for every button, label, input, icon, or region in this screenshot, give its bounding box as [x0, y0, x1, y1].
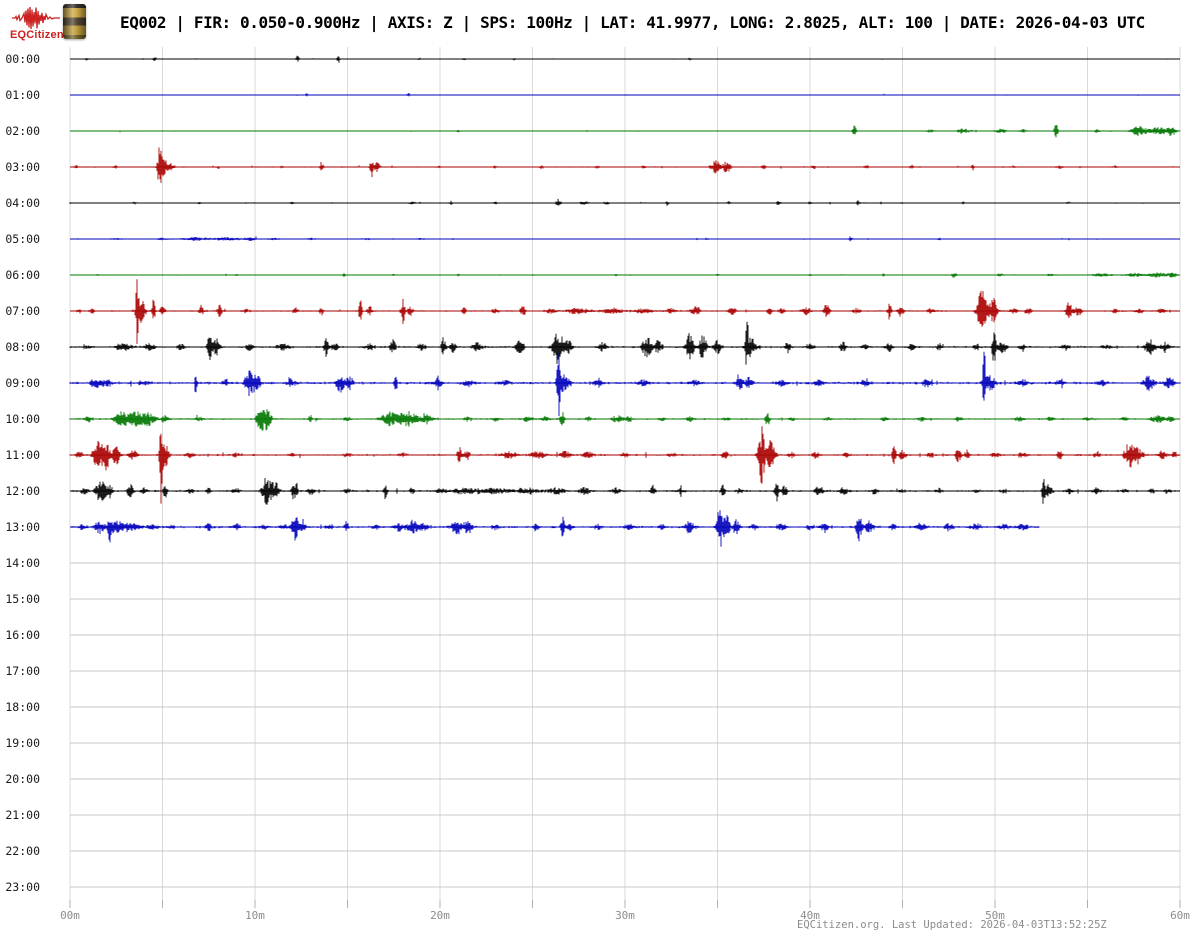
trace-00:00	[85, 55, 1168, 63]
hour-label: 19:00	[5, 736, 40, 750]
hour-label: 02:00	[5, 124, 40, 138]
trace-08:00	[69, 321, 1181, 365]
hour-label: 01:00	[5, 88, 40, 102]
hour-label: 12:00	[5, 484, 40, 498]
trace-06:00	[70, 272, 1179, 278]
hour-label: 22:00	[5, 844, 40, 858]
x-tick-label: 20m	[430, 909, 450, 922]
header-bar: EQCitizen EQ002 | FIR: 0.050-0.900Hz | A…	[0, 0, 1200, 46]
hour-label: 23:00	[5, 880, 40, 894]
hour-label: 14:00	[5, 556, 40, 570]
hour-label: 18:00	[5, 700, 40, 714]
hour-label: 05:00	[5, 232, 40, 246]
x-tick-label: 60m	[1170, 909, 1190, 922]
hour-label: 13:00	[5, 520, 40, 534]
hour-label: 20:00	[5, 772, 40, 786]
hour-label: 04:00	[5, 196, 40, 210]
x-tick-label: 10m	[245, 909, 265, 922]
sensor-photo	[63, 4, 86, 39]
seismic-waveform-logo-icon	[12, 6, 60, 30]
footer-updated-text: EQCitizen.org. Last Updated: 2026-04-03T…	[797, 919, 1107, 931]
trace-01:00	[296, 93, 1139, 97]
trace-05:00	[77, 236, 1166, 242]
station-title: EQ002 | FIR: 0.050-0.900Hz | AXIS: Z | S…	[120, 13, 1145, 32]
hour-label: 09:00	[5, 376, 40, 390]
hour-label: 03:00	[5, 160, 40, 174]
x-tick-label: 30m	[615, 909, 635, 922]
x-tick-label: 40m	[800, 909, 820, 922]
x-tick-label: 00m	[60, 909, 80, 922]
trace-03:00	[73, 147, 1174, 183]
hour-label: 07:00	[5, 304, 40, 318]
trace-09:00	[69, 351, 1181, 417]
trace-12:00	[71, 478, 1180, 505]
hour-label: 21:00	[5, 808, 40, 822]
trace-07:00	[71, 279, 1177, 344]
trace-13:00	[71, 510, 1039, 547]
hour-label: 16:00	[5, 628, 40, 642]
trace-02:00	[103, 125, 1181, 138]
x-tick-label: 50m	[985, 909, 1005, 922]
trace-10:00	[69, 409, 1177, 431]
hour-label: 10:00	[5, 412, 40, 426]
hour-label: 00:00	[5, 52, 40, 66]
hour-label: 15:00	[5, 592, 40, 606]
hour-label: 11:00	[5, 448, 40, 462]
hour-label: 06:00	[5, 268, 40, 282]
eqcitizen-logo: EQCitizen	[10, 6, 64, 42]
hour-label: 08:00	[5, 340, 40, 354]
hour-label: 17:00	[5, 664, 40, 678]
trace-11:00	[69, 426, 1181, 504]
trace-04:00	[69, 198, 1146, 206]
logo-text: EQCitizen	[10, 29, 64, 41]
